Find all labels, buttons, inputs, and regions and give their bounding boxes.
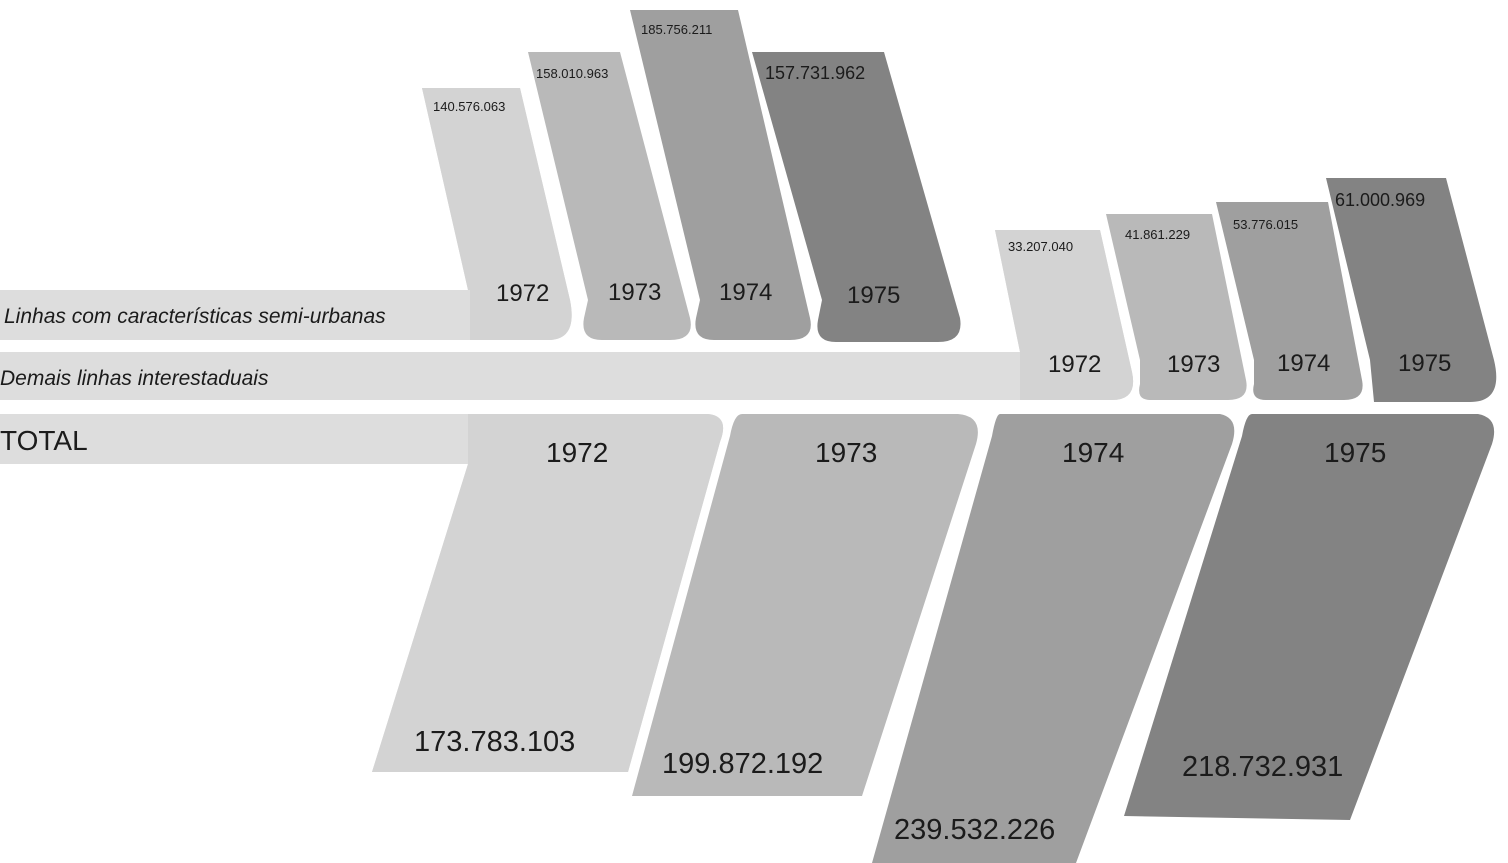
interstate-bar-1975	[1326, 178, 1497, 402]
semi-urban-value-1975: 157.731.962	[765, 63, 865, 83]
semi-urban-value-1972: 140.576.063	[433, 99, 505, 114]
semi-urban-year-1972: 1972	[496, 280, 549, 307]
total-group	[0, 414, 1495, 863]
semi-urban-group	[0, 10, 961, 342]
interstate-value-1973: 41.861.229	[1125, 227, 1190, 242]
interstate-bar-1974	[1216, 202, 1363, 400]
total-year-1972: 1972	[546, 437, 608, 468]
interstate-value-1975: 61.000.969	[1335, 190, 1425, 210]
total-year-1973: 1973	[815, 437, 877, 468]
total-year-1974: 1974	[1062, 437, 1124, 468]
total-title: TOTAL	[0, 425, 88, 456]
total-bar-1973	[632, 414, 978, 796]
total-bar-1972	[372, 414, 724, 772]
semi-urban-title: Linhas com características semi-urbanas	[4, 305, 386, 328]
semi-urban-bar-1973	[528, 52, 691, 340]
semi-urban-value-1974: 185.756.211	[641, 22, 712, 37]
interstate-value-1974: 53.776.015	[1233, 217, 1298, 232]
total-bar-1974	[872, 414, 1235, 863]
semi-urban-year-1973: 1973	[608, 279, 661, 306]
total-value-1974: 239.532.226	[894, 814, 1055, 846]
semi-urban-bar-1972	[422, 88, 572, 340]
total-bar-1975	[1124, 414, 1495, 820]
interstate-bar-1973	[1106, 214, 1247, 400]
total-year-1975: 1975	[1324, 437, 1386, 468]
semi-urban-year-1974: 1974	[719, 279, 772, 306]
semi-urban-bar-1975	[752, 52, 961, 342]
semi-urban-year-1975: 1975	[847, 282, 900, 309]
total-value-1972: 173.783.103	[414, 726, 575, 758]
semi-urban-bar-1974	[630, 10, 811, 340]
interstate-year-1975: 1975	[1398, 350, 1451, 377]
interstate-year-1973: 1973	[1167, 351, 1220, 378]
interstate-bar-1972	[995, 230, 1134, 400]
total-value-1973: 199.872.192	[662, 748, 823, 780]
semi-urban-value-1973: 158.010.963	[536, 66, 608, 81]
interstate-year-1974: 1974	[1277, 350, 1330, 377]
total-value-1975: 218.732.931	[1182, 751, 1343, 783]
interstate-value-1972: 33.207.040	[1008, 239, 1073, 254]
interstate-group	[0, 178, 1497, 402]
interstate-year-1972: 1972	[1048, 351, 1101, 378]
interstate-title: Demais linhas interestaduais	[0, 367, 269, 390]
interstate-band	[0, 230, 1134, 400]
